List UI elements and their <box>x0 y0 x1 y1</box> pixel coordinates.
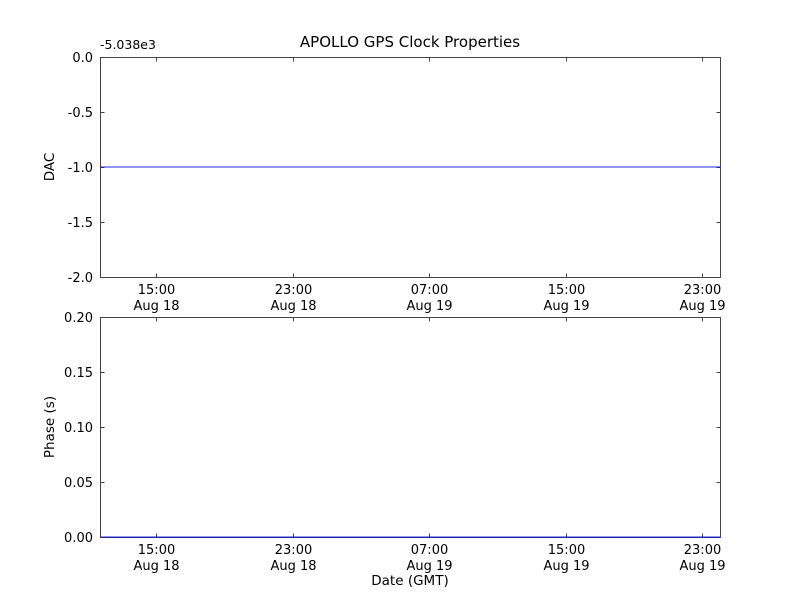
x-tick-label-time: 23:00 <box>684 283 721 298</box>
axes-frame <box>100 317 721 538</box>
x-tick-label-date: Aug 18 <box>270 299 316 314</box>
x-tick-label-date: Aug 18 <box>133 559 179 574</box>
y-tick-label: -2.0 <box>68 271 93 286</box>
y-axis-offset-text: -5.038e3 <box>100 37 156 52</box>
y-tick-label: -0.5 <box>68 106 93 121</box>
x-tick-label-date: Aug 19 <box>543 559 589 574</box>
x-tick-label-time: 23:00 <box>275 283 312 298</box>
y-tick-label: 0.0 <box>72 51 93 66</box>
x-tick-label-time: 15:00 <box>548 543 585 558</box>
x-tick-label-time: 15:00 <box>138 543 175 558</box>
y-tick-label: -1.0 <box>68 161 93 176</box>
x-tick-label-time: 07:00 <box>411 283 448 298</box>
x-tick-label-time: 23:00 <box>275 543 312 558</box>
x-tick-label-date: Aug 18 <box>270 559 316 574</box>
x-tick-label-date: Aug 19 <box>543 299 589 314</box>
x-axis-label: Date (GMT) <box>371 573 449 589</box>
x-tick-label-date: Aug 19 <box>679 299 725 314</box>
x-tick-label-date: Aug 19 <box>679 559 725 574</box>
x-tick-label-time: 23:00 <box>684 543 721 558</box>
y-tick-label: -1.5 <box>68 216 93 231</box>
x-tick-label-date: Aug 18 <box>133 299 179 314</box>
y-tick-label: 0.00 <box>64 531 93 546</box>
y-tick-label: 0.10 <box>64 421 93 436</box>
y-tick-label: 0.20 <box>64 311 93 326</box>
x-tick-label-time: 07:00 <box>411 543 448 558</box>
figure-title: APOLLO GPS Clock Properties <box>299 33 521 51</box>
x-tick-label-time: 15:00 <box>138 283 175 298</box>
y-tick-label: 0.05 <box>64 476 93 491</box>
y-tick-label: 0.15 <box>64 366 93 381</box>
x-tick-label-date: Aug 19 <box>406 559 452 574</box>
x-tick-label-time: 15:00 <box>548 283 585 298</box>
x-tick-label-date: Aug 19 <box>406 299 452 314</box>
